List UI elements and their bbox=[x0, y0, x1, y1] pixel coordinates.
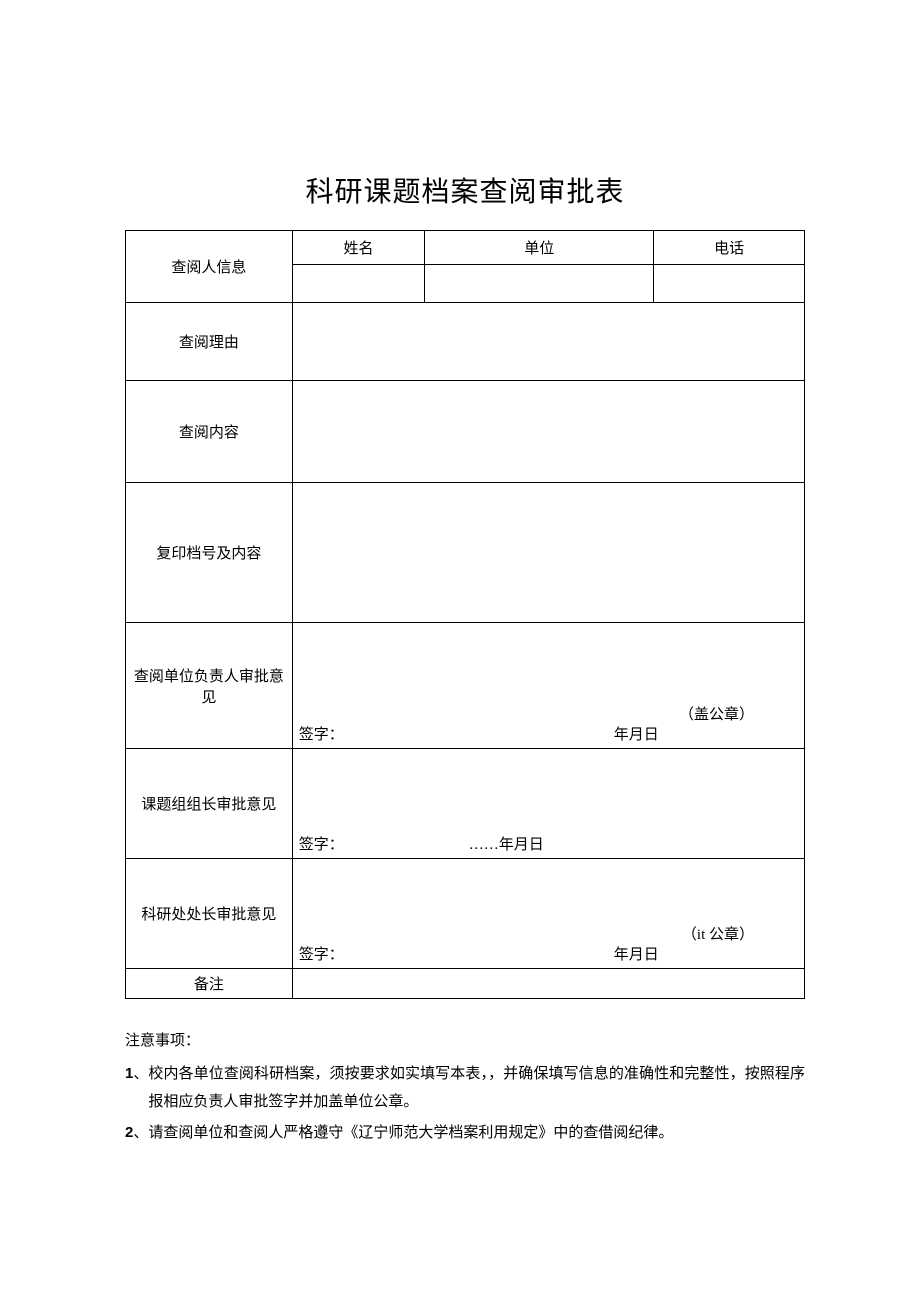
phone-cell bbox=[654, 265, 805, 303]
note-number: 2、 bbox=[125, 1119, 148, 1148]
remark-label: 备注 bbox=[126, 969, 293, 999]
signature-line: 签字： 年月日 bbox=[297, 943, 800, 964]
name-cell bbox=[292, 265, 425, 303]
content-cell bbox=[292, 381, 804, 483]
name-header: 姓名 bbox=[292, 231, 425, 265]
note-item: 2、 请查阅单位和查阅人严格遵守《辽宁师范大学档案利用规定》中的查借阅纪律。 bbox=[125, 1119, 805, 1148]
stamp-text: （盖公章） bbox=[679, 703, 754, 724]
date-label: 年月日 bbox=[614, 943, 659, 964]
table-row: 查阅内容 bbox=[126, 381, 805, 483]
group-leader-label: 课题组组长审批意见 bbox=[126, 749, 293, 859]
content-label: 查阅内容 bbox=[126, 381, 293, 483]
table-row: 备注 bbox=[126, 969, 805, 999]
reason-label: 查阅理由 bbox=[126, 303, 293, 381]
table-row: 科研处处长审批意见 （it 公章） 签字： 年月日 bbox=[126, 859, 805, 969]
remark-cell bbox=[292, 969, 804, 999]
note-text: 请查阅单位和查阅人严格遵守《辽宁师范大学档案利用规定》中的查借阅纪律。 bbox=[148, 1119, 805, 1148]
viewer-info-label: 查阅人信息 bbox=[126, 231, 293, 303]
note-item: 1、 校内各单位查阅科研档案，须按要求如实填写本表，，并确保填写信息的准确性和完… bbox=[125, 1060, 805, 1117]
copy-cell bbox=[292, 483, 804, 623]
note-text: 校内各单位查阅科研档案，须按要求如实填写本表，，并确保填写信息的准确性和完整性，… bbox=[148, 1060, 805, 1117]
signature-line: 签字： 年月日 bbox=[297, 723, 800, 744]
table-row: 查阅人信息 姓名 单位 电话 bbox=[126, 231, 805, 265]
notes-title: 注意事项： bbox=[125, 1027, 805, 1056]
table-row: 查阅单位负责人审批意见 （盖公章） 签字： 年月日 bbox=[126, 623, 805, 749]
sign-label: 签字： bbox=[299, 723, 614, 744]
reason-cell bbox=[292, 303, 804, 381]
sign-label: 签字： bbox=[299, 943, 614, 964]
approval-table: 查阅人信息 姓名 单位 电话 查阅理由 查阅内容 复印档号及内容 查阅单位负责人… bbox=[125, 230, 805, 999]
unit-cell bbox=[425, 265, 654, 303]
unit-leader-cell: （盖公章） 签字： 年月日 bbox=[292, 623, 804, 749]
page-title: 科研课题档案查阅审批表 bbox=[125, 170, 805, 210]
copy-label: 复印档号及内容 bbox=[126, 483, 293, 623]
dept-leader-cell: （it 公章） 签字： 年月日 bbox=[292, 859, 804, 969]
date-label: ……年月日 bbox=[469, 833, 544, 854]
date-label: 年月日 bbox=[614, 723, 659, 744]
sign-label: 签字： bbox=[299, 833, 469, 854]
notes-section: 注意事项： 1、 校内各单位查阅科研档案，须按要求如实填写本表，，并确保填写信息… bbox=[125, 1027, 805, 1147]
note-number: 1、 bbox=[125, 1060, 148, 1117]
phone-header: 电话 bbox=[654, 231, 805, 265]
table-row: 课题组组长审批意见 签字： ……年月日 bbox=[126, 749, 805, 859]
unit-header: 单位 bbox=[425, 231, 654, 265]
stamp-text: （it 公章） bbox=[682, 923, 754, 944]
table-row: 查阅理由 bbox=[126, 303, 805, 381]
signature-line: 签字： ……年月日 bbox=[297, 833, 800, 854]
group-leader-cell: 签字： ……年月日 bbox=[292, 749, 804, 859]
dept-leader-label: 科研处处长审批意见 bbox=[126, 859, 293, 969]
unit-leader-label: 查阅单位负责人审批意见 bbox=[126, 623, 293, 749]
table-row: 复印档号及内容 bbox=[126, 483, 805, 623]
